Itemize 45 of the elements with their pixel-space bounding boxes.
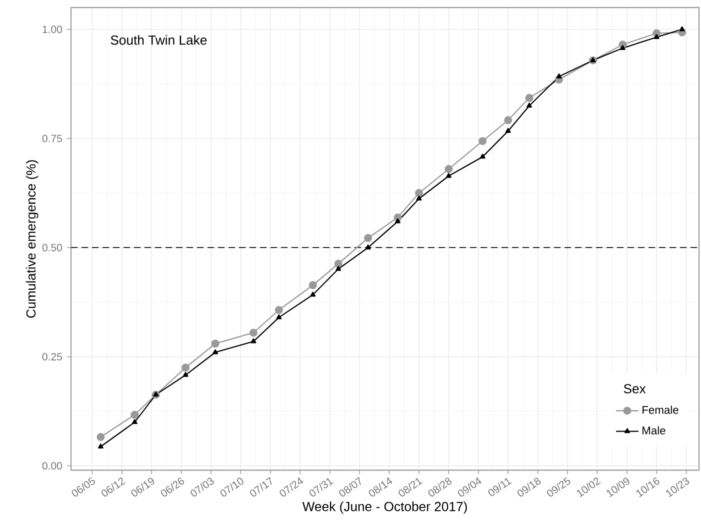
point (365, 244, 371, 250)
y-tick-label: 1.00 (42, 26, 62, 34)
point (310, 292, 316, 297)
point (556, 74, 562, 79)
point (480, 154, 486, 159)
point (414, 189, 423, 198)
point (364, 234, 372, 242)
point (394, 218, 400, 224)
legend-label: Female (642, 406, 678, 414)
point (505, 128, 511, 134)
point (98, 444, 104, 449)
point (132, 419, 138, 424)
point (96, 433, 105, 442)
point (526, 102, 532, 108)
point (130, 410, 139, 419)
point (654, 34, 660, 40)
point (590, 57, 596, 62)
y-tick-label: 0.00 (42, 462, 62, 470)
point (416, 196, 422, 201)
y-tick-label: 0.75 (42, 134, 62, 142)
point (250, 338, 256, 344)
y-tick-label: 0.50 (42, 244, 62, 252)
point (679, 26, 685, 32)
point (212, 349, 218, 354)
point (274, 306, 283, 314)
point (182, 372, 188, 378)
y-tick-label: 0.25 (42, 353, 62, 361)
point (620, 45, 626, 50)
y-axis-title: Cumulative emergence (%) (26, 160, 38, 318)
point (478, 137, 487, 146)
point (276, 314, 282, 320)
point (336, 266, 342, 272)
point (525, 94, 534, 102)
legend-label: Male (642, 426, 666, 435)
point (308, 281, 317, 290)
point (334, 260, 342, 268)
legend-title: Sex (624, 384, 646, 394)
annotation: South Twin Lake (110, 35, 207, 45)
point (182, 364, 190, 372)
point (211, 340, 220, 348)
point (249, 328, 258, 337)
x-axis-title: Week (June - October 2017) (302, 502, 467, 514)
point (446, 173, 452, 178)
point (504, 116, 512, 124)
point (444, 165, 453, 174)
